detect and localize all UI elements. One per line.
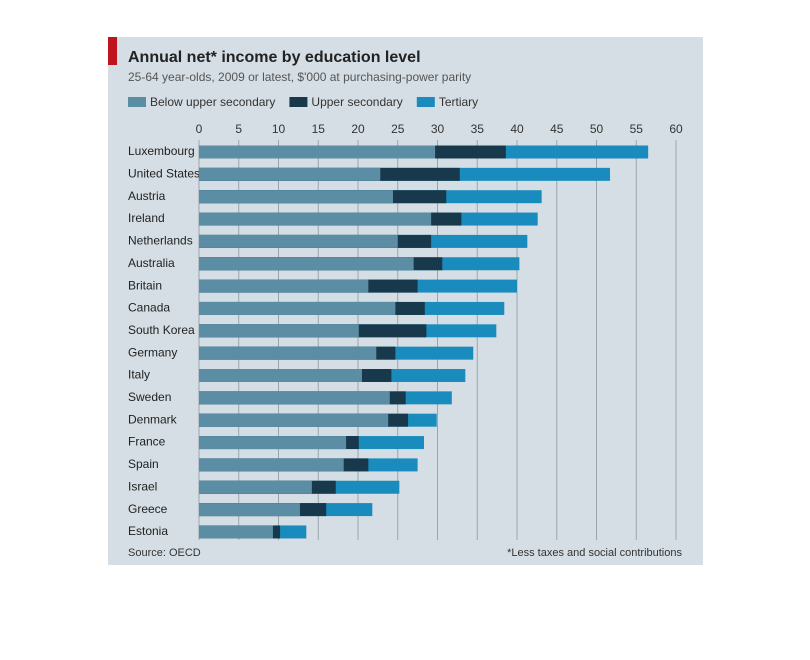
x-tick-label: 5 xyxy=(235,122,242,136)
bar xyxy=(199,212,432,226)
y-tick-label: France xyxy=(128,435,166,449)
y-tick-label: Spain xyxy=(128,457,159,471)
x-tick-label: 15 xyxy=(312,122,326,136)
y-tick-label: Israel xyxy=(128,479,157,493)
y-tick-label: Ireland xyxy=(128,211,165,225)
bar xyxy=(199,257,414,271)
x-tick-label: 35 xyxy=(471,122,485,136)
y-tick-label: South Korea xyxy=(128,323,195,337)
y-tick-label: Netherlands xyxy=(128,234,193,248)
bar xyxy=(199,279,369,293)
bar xyxy=(199,480,312,494)
legend-swatch xyxy=(128,97,146,107)
legend-label: Below upper secondary xyxy=(150,95,275,109)
bar xyxy=(199,167,381,181)
x-tick-label: 50 xyxy=(590,122,604,136)
x-tick-label: 60 xyxy=(669,122,683,136)
bar xyxy=(199,234,398,248)
bar xyxy=(199,436,347,450)
bar xyxy=(199,190,393,204)
bar xyxy=(199,324,359,338)
y-tick-label: Canada xyxy=(128,301,170,315)
y-tick-label: Luxembourg xyxy=(128,144,195,158)
y-tick-label: Sweden xyxy=(128,390,171,404)
legend-label: Tertiary xyxy=(439,95,478,109)
source: Source: OECD xyxy=(128,547,201,559)
x-tick-label: 0 xyxy=(196,122,203,136)
y-tick-label: Greece xyxy=(128,502,168,516)
x-tick-label: 55 xyxy=(630,122,644,136)
y-tick-label: Austria xyxy=(128,189,166,203)
y-tick-label: Estonia xyxy=(128,524,168,538)
bar xyxy=(199,301,396,315)
legend-label: Upper secondary xyxy=(311,95,402,109)
x-tick-label: 30 xyxy=(431,122,445,136)
x-tick-label: 10 xyxy=(272,122,286,136)
bar xyxy=(199,369,362,382)
y-tick-label: United States xyxy=(128,167,200,181)
panel xyxy=(108,37,703,565)
chart-subtitle: 25-64 year-olds, 2009 or latest, $'000 a… xyxy=(128,70,471,84)
legend-swatch xyxy=(289,97,308,107)
x-tick-label: 20 xyxy=(351,122,365,136)
bar xyxy=(199,458,344,472)
y-tick-label: Australia xyxy=(128,256,175,270)
x-tick-label: 45 xyxy=(550,122,564,136)
bar xyxy=(199,391,390,405)
legend-swatch xyxy=(416,97,435,107)
y-tick-label: Denmark xyxy=(128,412,178,426)
x-tick-label: 40 xyxy=(510,122,524,136)
footnote: *Less taxes and social contributions xyxy=(507,547,682,559)
red-tag xyxy=(108,37,117,65)
y-tick-label: Italy xyxy=(128,368,150,382)
y-tick-label: Britain xyxy=(128,278,162,292)
x-tick-label: 25 xyxy=(391,122,405,136)
chart-title: Annual net* income by education level xyxy=(128,49,421,66)
y-tick-label: Germany xyxy=(128,345,177,359)
bar xyxy=(199,525,273,539)
bar xyxy=(199,413,389,427)
bar xyxy=(199,503,300,517)
bar xyxy=(199,145,436,159)
bar xyxy=(199,346,377,360)
